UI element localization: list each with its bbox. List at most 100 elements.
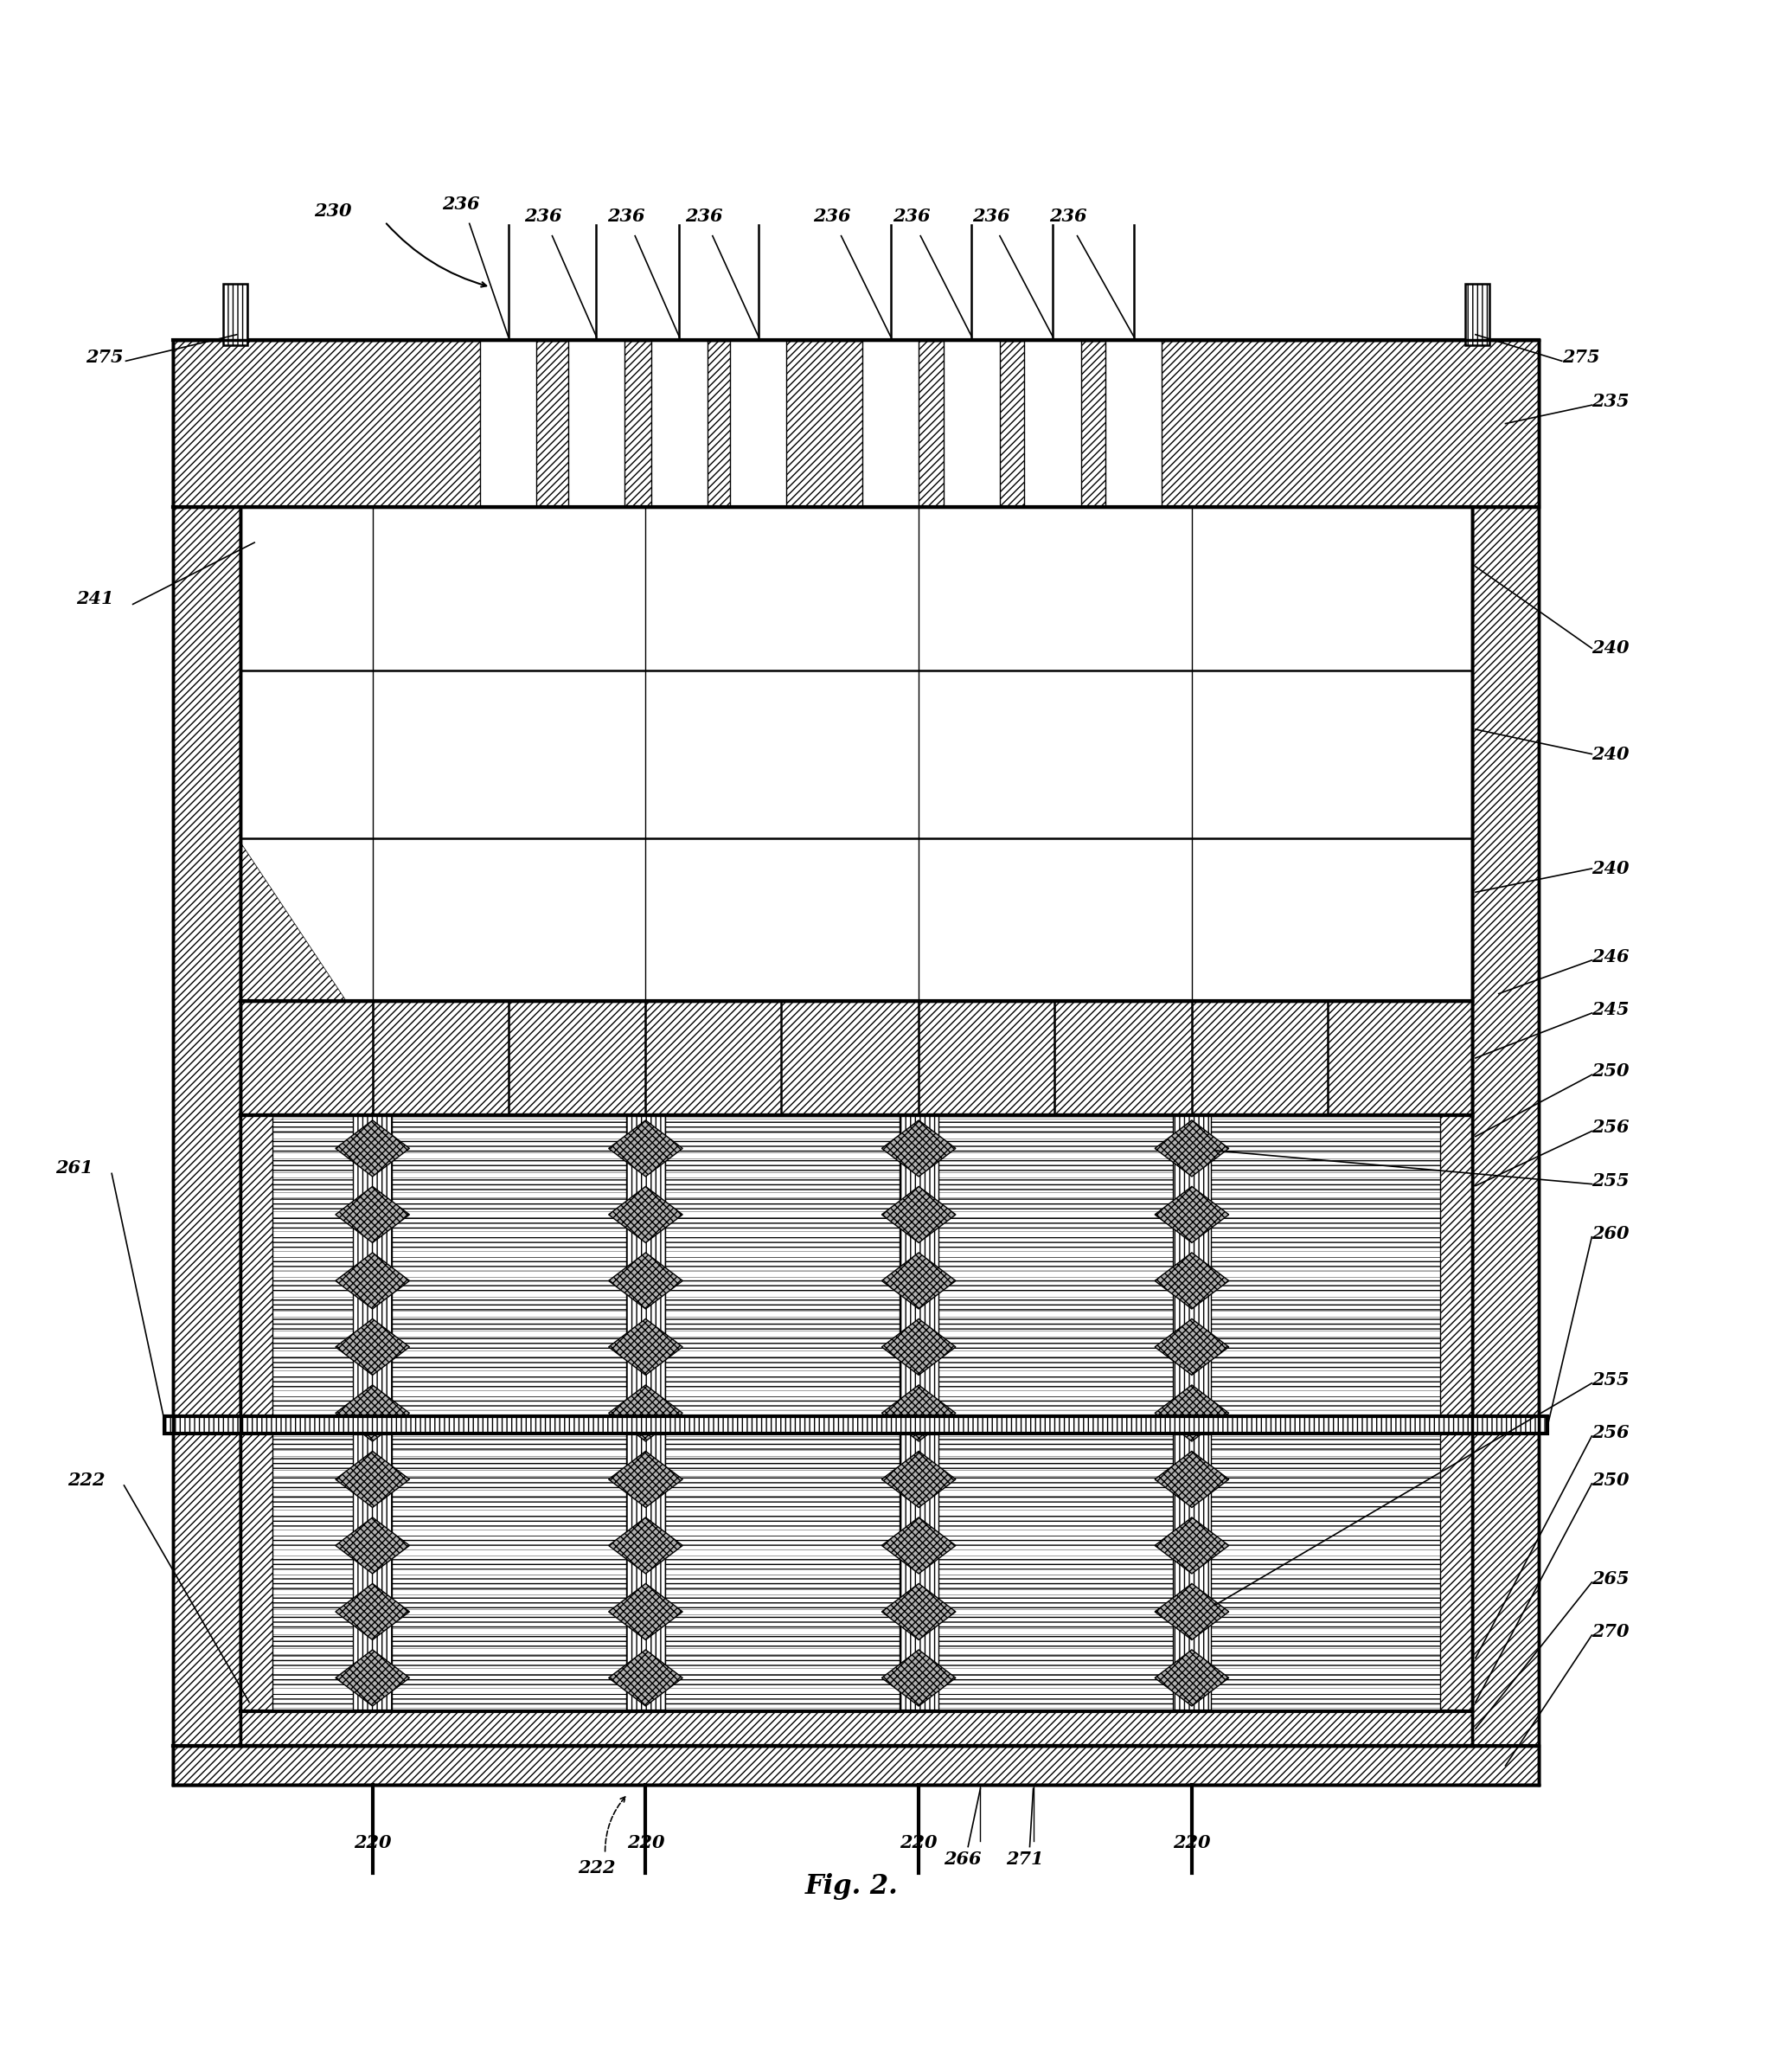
Bar — [243, 1496, 1469, 1508]
Polygon shape — [608, 1187, 683, 1243]
Bar — [243, 1415, 1469, 1430]
Text: 230: 230 — [314, 203, 351, 220]
Polygon shape — [608, 1583, 683, 1639]
Text: 236: 236 — [814, 207, 852, 226]
Polygon shape — [608, 1121, 683, 1177]
Polygon shape — [882, 1320, 956, 1376]
Bar — [239, 1115, 271, 1711]
Bar — [862, 340, 919, 508]
Bar — [626, 1115, 665, 1711]
Polygon shape — [882, 1517, 956, 1573]
Bar — [239, 1115, 1472, 1711]
Bar — [243, 1635, 1469, 1649]
Text: 266: 266 — [944, 1850, 981, 1867]
Text: 236: 236 — [607, 207, 646, 226]
Bar — [224, 284, 247, 346]
Bar — [239, 1001, 1472, 1115]
Bar — [239, 508, 1472, 1001]
Bar — [243, 1515, 1469, 1529]
Bar — [243, 1457, 1469, 1469]
Polygon shape — [882, 1583, 956, 1639]
Bar — [243, 1397, 1469, 1411]
Bar — [243, 1535, 1469, 1550]
Bar — [243, 1436, 1469, 1450]
Bar — [243, 1258, 1469, 1272]
Polygon shape — [335, 1583, 410, 1639]
Text: 236: 236 — [525, 207, 562, 226]
Bar — [243, 1237, 1469, 1251]
Polygon shape — [335, 1517, 410, 1573]
Bar — [944, 340, 1001, 508]
Bar — [239, 1711, 1472, 1747]
Text: 236: 236 — [892, 207, 931, 226]
Bar — [243, 1357, 1469, 1370]
Bar — [174, 340, 239, 1784]
Bar — [243, 1297, 1469, 1312]
Bar — [568, 340, 624, 508]
Bar — [243, 1119, 1469, 1131]
Bar — [243, 1575, 1469, 1589]
Polygon shape — [1155, 1450, 1229, 1508]
Text: 236: 236 — [685, 207, 722, 226]
Bar — [243, 1198, 1469, 1212]
Bar — [243, 1336, 1469, 1351]
Bar — [651, 340, 708, 508]
Bar — [243, 1336, 1469, 1351]
Bar — [243, 1177, 1469, 1191]
Text: 246: 246 — [1591, 949, 1630, 966]
Text: 220: 220 — [1173, 1834, 1210, 1852]
Bar — [243, 1276, 1469, 1291]
Text: 236: 236 — [442, 195, 479, 213]
Bar — [243, 1635, 1469, 1649]
Bar — [243, 1297, 1469, 1312]
Bar — [626, 1115, 665, 1711]
Bar — [243, 1475, 1469, 1490]
Polygon shape — [335, 1384, 410, 1442]
Bar — [243, 1674, 1469, 1689]
Text: 220: 220 — [626, 1834, 665, 1852]
Bar — [1465, 284, 1490, 346]
Bar — [243, 1276, 1469, 1291]
Polygon shape — [335, 1187, 410, 1243]
Text: 265: 265 — [1591, 1571, 1630, 1587]
Bar — [243, 1595, 1469, 1608]
Bar — [224, 284, 247, 346]
Polygon shape — [1155, 1121, 1229, 1177]
Bar — [899, 1115, 938, 1711]
Text: 236: 236 — [972, 207, 1009, 226]
Bar — [243, 1614, 1469, 1629]
Bar — [243, 1158, 1469, 1173]
Polygon shape — [335, 1450, 410, 1508]
Polygon shape — [882, 1384, 956, 1442]
Bar — [243, 1318, 1469, 1330]
Text: 270: 270 — [1591, 1622, 1630, 1641]
Polygon shape — [1155, 1320, 1229, 1376]
Text: 241: 241 — [76, 591, 114, 607]
Text: 250: 250 — [1591, 1063, 1630, 1080]
Text: 271: 271 — [1006, 1850, 1043, 1867]
Bar — [239, 1711, 1472, 1747]
Bar — [243, 1119, 1469, 1131]
Bar — [174, 340, 239, 1784]
Text: 240: 240 — [1591, 640, 1630, 657]
Polygon shape — [882, 1649, 956, 1705]
Bar — [1472, 340, 1538, 1784]
Bar — [1024, 340, 1080, 508]
Text: 220: 220 — [353, 1834, 392, 1852]
Bar — [243, 1556, 1469, 1569]
Bar — [243, 1695, 1469, 1707]
Bar — [899, 1115, 938, 1711]
Bar — [243, 1436, 1469, 1450]
Polygon shape — [335, 1649, 410, 1705]
Polygon shape — [1155, 1517, 1229, 1573]
Bar — [1440, 1115, 1472, 1711]
Polygon shape — [608, 1517, 683, 1573]
Text: 240: 240 — [1591, 860, 1630, 876]
Bar — [243, 1376, 1469, 1390]
Bar — [243, 1653, 1469, 1668]
Bar — [243, 1535, 1469, 1550]
Bar — [243, 1357, 1469, 1370]
Text: 256: 256 — [1591, 1423, 1630, 1442]
Bar — [243, 1397, 1469, 1411]
Polygon shape — [335, 1320, 410, 1376]
